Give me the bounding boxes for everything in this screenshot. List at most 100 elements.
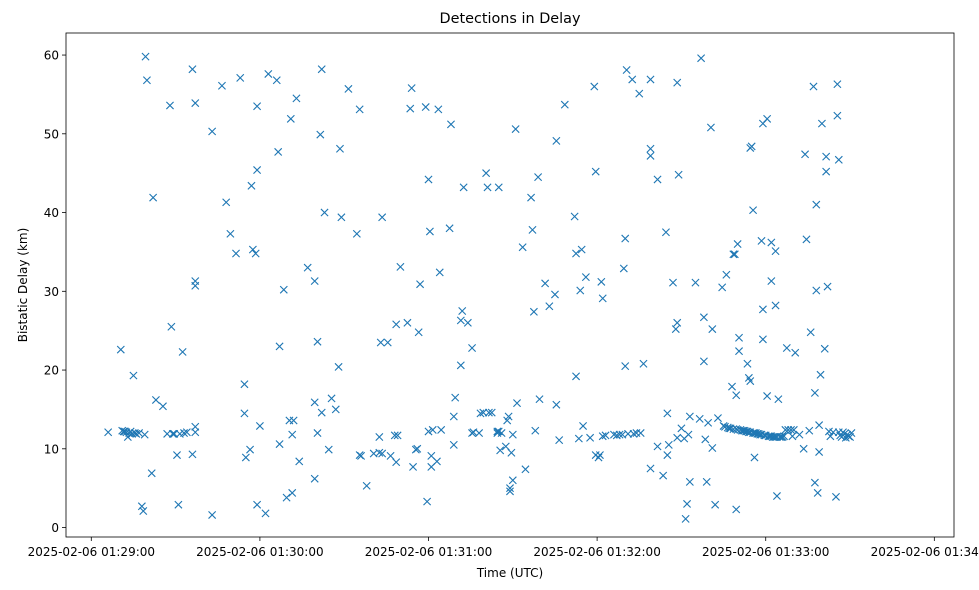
y-tick-label: 10 — [44, 442, 59, 456]
data-point — [331, 405, 340, 414]
data-point — [545, 302, 554, 311]
data-point — [451, 393, 460, 402]
data-point — [396, 262, 405, 271]
data-point — [711, 500, 720, 509]
data-point — [552, 400, 561, 409]
x-tick-label: 2025-02-06 01:32:00 — [533, 545, 660, 559]
data-point — [445, 224, 454, 233]
data-point — [337, 213, 346, 222]
data-point — [313, 337, 322, 346]
data-point — [639, 359, 648, 368]
data-point — [173, 451, 181, 460]
data-point — [434, 105, 443, 114]
data-point — [708, 325, 717, 334]
data-point — [413, 444, 422, 453]
x-tick-label: 2025-02-06 01:31:00 — [365, 545, 492, 559]
data-point — [463, 318, 472, 327]
data-point — [459, 183, 468, 192]
data-point — [508, 476, 517, 485]
data-point — [831, 492, 840, 501]
data-point — [513, 399, 522, 408]
data-point — [822, 152, 831, 161]
data-point — [236, 73, 245, 82]
data-point — [750, 453, 759, 462]
data-point — [735, 347, 744, 356]
data-point — [506, 487, 514, 496]
data-point — [815, 447, 824, 456]
data-point — [663, 409, 672, 418]
data-point — [799, 444, 808, 453]
data-point — [246, 445, 255, 454]
y-tick-label: 20 — [44, 364, 59, 378]
data-point — [758, 305, 767, 314]
data-point — [378, 449, 387, 458]
x-tick-label: 2025-02-06 01:29:00 — [28, 545, 155, 559]
data-point — [137, 502, 146, 511]
data-point — [685, 477, 694, 486]
data-point — [847, 429, 856, 438]
data-point — [791, 348, 800, 357]
data-point — [317, 408, 326, 417]
data-point — [781, 425, 790, 434]
data-point — [531, 426, 540, 435]
data-point — [706, 123, 715, 132]
data-point — [274, 147, 283, 156]
data-point — [506, 484, 514, 493]
data-point — [494, 183, 503, 192]
data-point — [664, 440, 673, 449]
data-point — [601, 431, 610, 440]
data-point — [168, 429, 177, 438]
data-point — [829, 428, 838, 437]
data-point — [597, 277, 606, 286]
data-point — [758, 335, 767, 344]
data-point — [621, 234, 630, 243]
y-tick-label: 40 — [44, 206, 59, 220]
data-point — [771, 301, 780, 310]
data-point — [697, 54, 706, 63]
data-point — [668, 278, 677, 287]
data-point — [550, 290, 559, 299]
data-point — [487, 408, 496, 417]
data-point — [483, 183, 492, 192]
data-point — [288, 430, 297, 439]
data-point — [251, 249, 260, 258]
data-point — [310, 474, 319, 483]
data-point — [479, 408, 488, 417]
data-point — [653, 442, 662, 451]
data-point — [264, 69, 273, 78]
data-point — [407, 84, 416, 93]
data-point — [770, 432, 779, 441]
data-point — [376, 338, 385, 347]
data-point — [191, 422, 200, 431]
data-point — [248, 245, 257, 254]
data-point — [317, 65, 326, 74]
data-point — [767, 238, 776, 247]
data-point — [279, 285, 288, 294]
data-point — [591, 167, 600, 176]
y-tick-label: 50 — [44, 127, 59, 141]
data-point — [833, 80, 842, 89]
data-point — [208, 510, 217, 519]
y-axis-label: Bistatic Delay (km) — [16, 228, 30, 343]
data-point — [570, 212, 579, 221]
data-point — [646, 144, 655, 153]
data-point — [722, 270, 731, 279]
data-point — [774, 395, 783, 404]
data-point — [624, 429, 633, 438]
axes — [65, 32, 955, 538]
data-point — [191, 99, 200, 108]
data-point — [416, 280, 425, 289]
data-point — [813, 488, 822, 497]
data-point — [126, 427, 135, 436]
data-point — [622, 66, 631, 75]
data-point — [375, 448, 384, 457]
data-point — [174, 500, 183, 509]
data-point — [310, 398, 319, 407]
data-point — [788, 432, 797, 441]
data-point — [378, 213, 387, 222]
data-point — [421, 103, 430, 112]
data-point — [560, 100, 569, 109]
data-point — [812, 200, 821, 209]
data-point — [180, 429, 189, 438]
